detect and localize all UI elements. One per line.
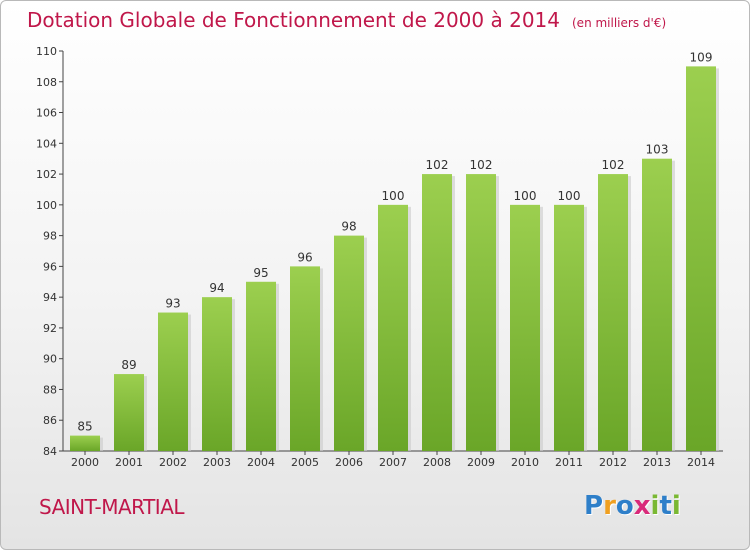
bar-2014 (686, 66, 716, 451)
bar-value-label: 98 (341, 220, 356, 234)
bar-value-label: 96 (297, 250, 312, 264)
x-tick-label: 2009 (467, 456, 495, 469)
y-tick-label: 92 (43, 322, 57, 335)
bar-value-label: 95 (253, 266, 268, 280)
bar-2013 (642, 158, 672, 451)
y-tick-label: 90 (43, 353, 57, 366)
x-tick-label: 2005 (291, 456, 319, 469)
y-tick-label: 108 (36, 76, 57, 89)
bar-2000 (70, 435, 100, 451)
logo-letter: r (603, 491, 616, 521)
logo-letter: o (615, 491, 634, 521)
bar-2001 (114, 374, 144, 451)
x-tick-label: 2010 (511, 456, 539, 469)
bar-2008 (422, 174, 452, 452)
bar-value-label: 100 (558, 189, 581, 203)
x-tick-label: 2004 (247, 456, 275, 469)
bar-2004 (246, 281, 276, 451)
x-tick-label: 2002 (159, 456, 187, 469)
bar-value-label: 102 (602, 158, 625, 172)
logo-letter: i (650, 491, 660, 521)
bar-2003 (202, 297, 232, 451)
bar-2012 (598, 174, 628, 452)
unit-text: (en milliers d'€) (572, 16, 667, 30)
bar-value-label: 102 (426, 158, 449, 172)
x-tick-label: 2003 (203, 456, 231, 469)
x-tick-label: 2013 (643, 456, 671, 469)
y-tick-label: 84 (43, 445, 57, 458)
bar-2011 (554, 204, 584, 451)
x-tick-label: 2000 (71, 456, 99, 469)
bar-2007 (378, 204, 408, 451)
bar-2009 (466, 174, 496, 452)
y-tick-label: 110 (36, 45, 57, 58)
bar-2010 (510, 204, 540, 451)
x-tick-label: 2007 (379, 456, 407, 469)
bar-value-label: 103 (646, 143, 669, 157)
x-tick-label: 2006 (335, 456, 363, 469)
x-tick-label: 2008 (423, 456, 451, 469)
y-tick-label: 98 (43, 230, 57, 243)
commune-name: SAINT-MARTIAL (39, 495, 185, 519)
x-tick-label: 2001 (115, 456, 143, 469)
bar-2006 (334, 235, 364, 451)
bar-2005 (290, 266, 320, 451)
axes: 84 86 88 90 92 94 96 98 100 102 104 106 108 110 2000 20… (36, 45, 723, 469)
bar-value-label: 100 (382, 189, 405, 203)
y-tick-label: 86 (43, 414, 57, 427)
bar-value-label: 94 (209, 281, 224, 295)
x-tick-label: 2014 (687, 456, 715, 469)
chart-title: Dotation Globale de Fonctionnement de 20… (27, 8, 666, 32)
bar-value-label: 89 (121, 358, 136, 372)
bar-value-label: 109 (690, 50, 713, 64)
x-tick-label: 2011 (555, 456, 583, 469)
bars: 85 89 93 94 95 96 98 100 102 102 100 100 102 103 109 (70, 50, 719, 452)
bar-value-label: 85 (77, 420, 92, 434)
logo-letter: x (633, 491, 651, 521)
bar-value-label: 102 (470, 158, 493, 172)
y-tick-label: 106 (36, 107, 57, 120)
bar-value-label: 100 (514, 189, 537, 203)
title-text: Dotation Globale de Fonctionnement de 20… (27, 8, 560, 32)
y-tick-label: 88 (43, 383, 57, 396)
proxiti-logo[interactable]: Proxiti (584, 491, 681, 521)
bar-2002 (158, 312, 188, 451)
logo-letter: P (584, 491, 604, 521)
y-tick-label: 96 (43, 260, 57, 273)
y-tick-label: 100 (36, 199, 57, 212)
x-tick-label: 2012 (599, 456, 627, 469)
logo-letter: i (671, 491, 681, 521)
y-tick-label: 104 (36, 137, 57, 150)
y-tick-label: 94 (43, 291, 57, 304)
logo-letter: t (659, 491, 672, 521)
y-tick-label: 102 (36, 168, 57, 181)
bar-value-label: 93 (165, 297, 180, 311)
